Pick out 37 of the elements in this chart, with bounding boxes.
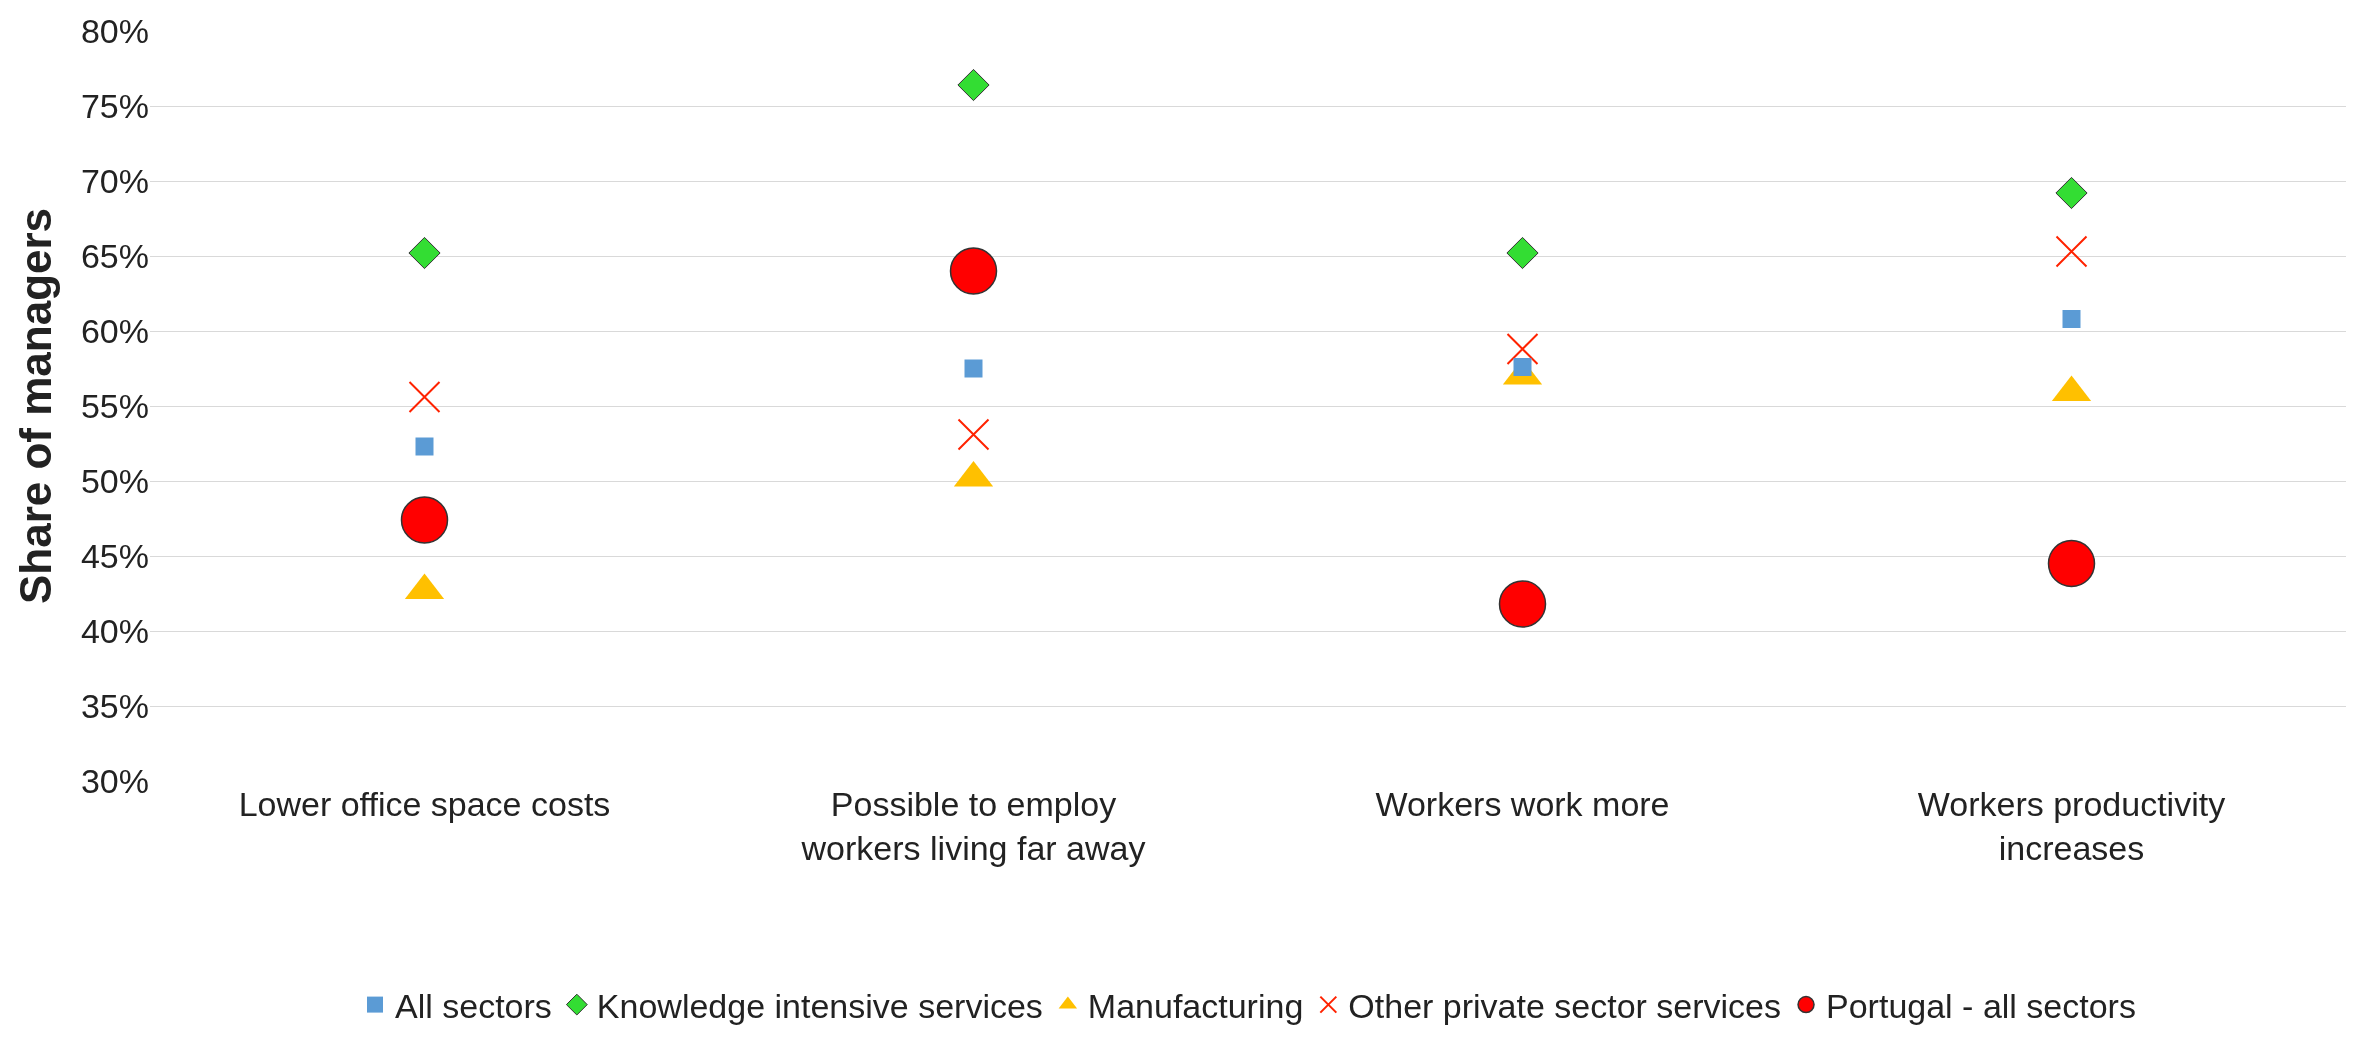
legend-label: Portugal - all sectors <box>1826 986 2136 1025</box>
y-tick-label: 65% <box>80 236 149 275</box>
legend-label: Knowledge intensive services <box>596 986 1043 1025</box>
y-tick-label: 45% <box>80 536 149 575</box>
x-tick-label: Workers productivity increases <box>1917 785 2226 868</box>
point <box>957 68 990 102</box>
y-tick-label: 50% <box>80 461 149 500</box>
point <box>400 496 449 544</box>
legend-label: Manufacturing <box>1087 986 1304 1025</box>
legend-label: All sectors <box>395 986 552 1025</box>
legend-label: Other private sector services <box>1348 986 1782 1025</box>
point <box>1506 333 1539 365</box>
point <box>949 247 998 295</box>
point <box>1498 580 1547 628</box>
point <box>2055 176 2088 210</box>
y-tick-label: 75% <box>80 86 149 125</box>
x-tick-label: Workers work more <box>1375 785 1670 823</box>
y-tick-label: 40% <box>80 611 149 650</box>
point <box>2047 539 2096 588</box>
x-tick-label: Lower office space costs <box>238 785 611 823</box>
y-tick-label: 80% <box>80 11 149 50</box>
x-tick-label: Possible to employ workers living far away <box>800 785 1146 868</box>
point <box>957 418 990 451</box>
point <box>1513 358 1532 376</box>
y-tick-label: 55% <box>80 386 149 425</box>
point <box>408 381 441 413</box>
y-tick-label: 60% <box>80 311 149 350</box>
y-tick-label: 35% <box>80 686 149 725</box>
point <box>408 236 441 270</box>
y-tick-label: 70% <box>80 161 149 200</box>
point <box>964 359 983 378</box>
point <box>2062 310 2081 328</box>
point <box>2055 235 2088 268</box>
point <box>415 437 434 456</box>
y-tick-label: 30% <box>80 761 149 800</box>
point <box>1506 236 1539 270</box>
y-axis-title: Share of managers <box>11 207 61 605</box>
